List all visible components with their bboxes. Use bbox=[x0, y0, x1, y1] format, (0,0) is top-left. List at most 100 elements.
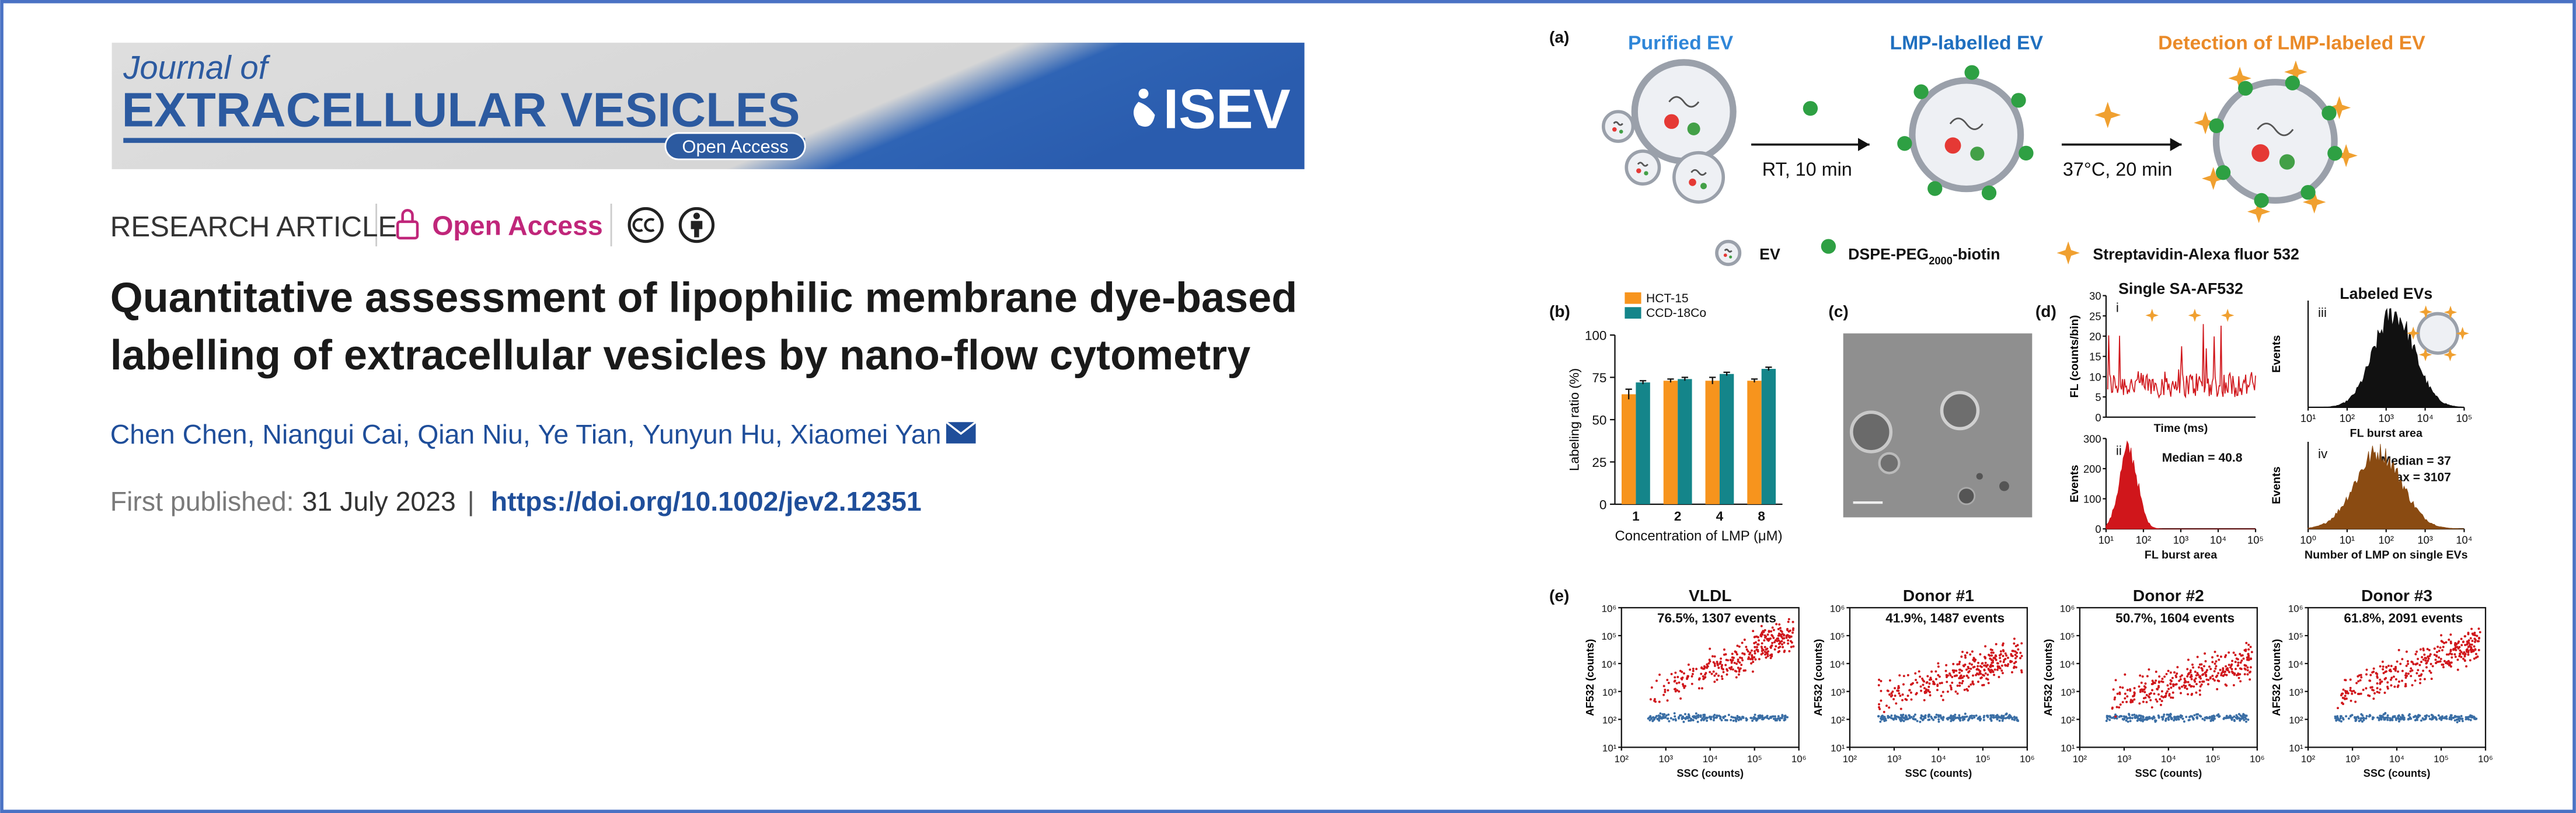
scatter-dot bbox=[2438, 656, 2441, 659]
scatter-dot bbox=[2185, 688, 2188, 690]
y-tick-label: 10 bbox=[2089, 371, 2101, 383]
scatter-dot bbox=[2247, 653, 2250, 655]
scatter-dot bbox=[1923, 692, 1926, 695]
scatter-dot bbox=[1731, 656, 1734, 659]
y-axis-label: Events bbox=[2270, 335, 2283, 373]
scatter-dot bbox=[1776, 637, 1779, 640]
scatter-dot bbox=[1788, 650, 1791, 653]
scatter-dot bbox=[2422, 658, 2425, 661]
scatter-dot bbox=[2212, 678, 2215, 681]
author-link[interactable]: Niangui Cai bbox=[262, 419, 402, 449]
micrograph-features bbox=[1849, 390, 2009, 505]
scatter-dot bbox=[1667, 682, 1670, 685]
author-link[interactable]: Yunyun Hu bbox=[643, 419, 775, 449]
scatter-dot bbox=[1792, 645, 1795, 648]
author-link[interactable]: Ye Tian bbox=[538, 419, 628, 449]
scatter-dot bbox=[1941, 690, 1944, 693]
scatter-dot bbox=[2161, 678, 2164, 681]
y-tick-label: 10⁵ bbox=[1830, 631, 1845, 642]
scatter-dot bbox=[2382, 668, 2385, 671]
scatter-dot bbox=[1766, 653, 1769, 655]
author-link[interactable]: Chen Chen bbox=[110, 419, 248, 449]
scatter-dot bbox=[2173, 671, 2176, 674]
x-tick-label: 10² bbox=[1843, 753, 1857, 765]
scatter-dot bbox=[1977, 665, 1979, 668]
scatter-dot bbox=[2340, 720, 2343, 723]
scatter-dot bbox=[1658, 717, 1661, 720]
scatter-dot bbox=[2223, 717, 2226, 720]
scatter-dot bbox=[1678, 717, 1680, 720]
scatter-dot bbox=[2469, 718, 2472, 721]
scatter-dot bbox=[1751, 654, 1754, 657]
scatter-dot bbox=[1706, 719, 1709, 722]
scatter-dot bbox=[1709, 671, 1711, 674]
scatter-dot bbox=[1898, 674, 1901, 677]
scatter-dot bbox=[1937, 665, 1940, 668]
scatter-dot bbox=[2136, 719, 2139, 722]
scatter-dot bbox=[1891, 690, 1894, 693]
cc-icon[interactable] bbox=[628, 207, 664, 243]
scatter-dot bbox=[1650, 686, 1653, 689]
scatter-dot bbox=[2148, 716, 2150, 718]
separator: | bbox=[468, 486, 475, 517]
scatter-dot bbox=[1887, 689, 1890, 692]
scatter-dot bbox=[2441, 649, 2443, 652]
scatter-dot bbox=[2445, 641, 2448, 644]
scatter-dot bbox=[2108, 718, 2111, 721]
scatter-dot bbox=[2412, 662, 2415, 665]
scatter-dot bbox=[2121, 686, 2124, 689]
scatter-dot bbox=[2442, 663, 2445, 666]
scatter-dot bbox=[2379, 714, 2382, 717]
scatter-dot bbox=[1971, 680, 1974, 683]
scatter-dot bbox=[1791, 631, 1794, 634]
scatter-dot bbox=[1989, 717, 1992, 720]
scatter-dot bbox=[2407, 714, 2410, 717]
scatter-dot bbox=[2219, 668, 2222, 671]
scatter-dot bbox=[2157, 680, 2160, 683]
scatter-dot bbox=[2473, 657, 2476, 660]
scatter-dot bbox=[2415, 718, 2418, 721]
scatter-dot bbox=[2163, 695, 2166, 698]
cargo bbox=[1690, 169, 1707, 176]
scatter-dot bbox=[1887, 714, 1890, 717]
scatter-dot bbox=[2183, 720, 2185, 723]
scatter-dot bbox=[2014, 654, 2017, 656]
author-link[interactable]: Qian Niu bbox=[417, 419, 523, 449]
scatter-dot bbox=[2477, 627, 2480, 630]
scatter-dot bbox=[2139, 690, 2142, 693]
x-tick-label: 10⁶ bbox=[2478, 753, 2493, 765]
scatter-dot bbox=[2195, 691, 2198, 694]
x-tick-label: 10³ bbox=[2117, 753, 2132, 765]
published-label: First published: bbox=[110, 486, 294, 517]
scatter-dot bbox=[1967, 685, 1970, 688]
scatter-dot bbox=[2124, 697, 2127, 700]
streptavidin-icon bbox=[2094, 102, 2121, 128]
scatter-dot bbox=[2004, 658, 2007, 661]
scatter-dot bbox=[1787, 620, 1790, 623]
scatter-dot bbox=[2222, 667, 2225, 670]
scatter-dot bbox=[2195, 683, 2198, 686]
scatter-dot bbox=[1659, 712, 1662, 715]
scatter-dot bbox=[2417, 669, 2420, 672]
cargo bbox=[1687, 122, 1700, 135]
scatter-dot bbox=[2456, 716, 2459, 718]
scatter-dot bbox=[1902, 683, 1905, 686]
scatter-dot bbox=[2234, 654, 2237, 657]
scatter-dot bbox=[1951, 681, 1954, 684]
scatter-dot bbox=[1658, 674, 1661, 676]
scatter-dot bbox=[2379, 678, 2382, 681]
subplot-title: Single SA-AF532 bbox=[2118, 280, 2243, 298]
scatter-dot bbox=[1946, 690, 1949, 693]
cargo bbox=[1619, 130, 1623, 134]
y-tick-label: 20 bbox=[2089, 330, 2101, 343]
scatter-dot bbox=[1703, 665, 1706, 668]
y-tick-label: 0 bbox=[2095, 523, 2101, 535]
author-link[interactable]: Xiaomei Yan bbox=[790, 419, 942, 449]
y-tick-label: 25 bbox=[2089, 310, 2101, 322]
attribution-icon[interactable] bbox=[678, 207, 715, 243]
x-axis-label: SSC (counts) bbox=[1676, 767, 1744, 779]
bar bbox=[1663, 381, 1678, 504]
scatter-dot bbox=[1690, 675, 1693, 678]
doi-link[interactable]: https://doi.org/10.1002/jev2.12351 bbox=[491, 486, 922, 517]
scatter-dot bbox=[2376, 687, 2379, 690]
